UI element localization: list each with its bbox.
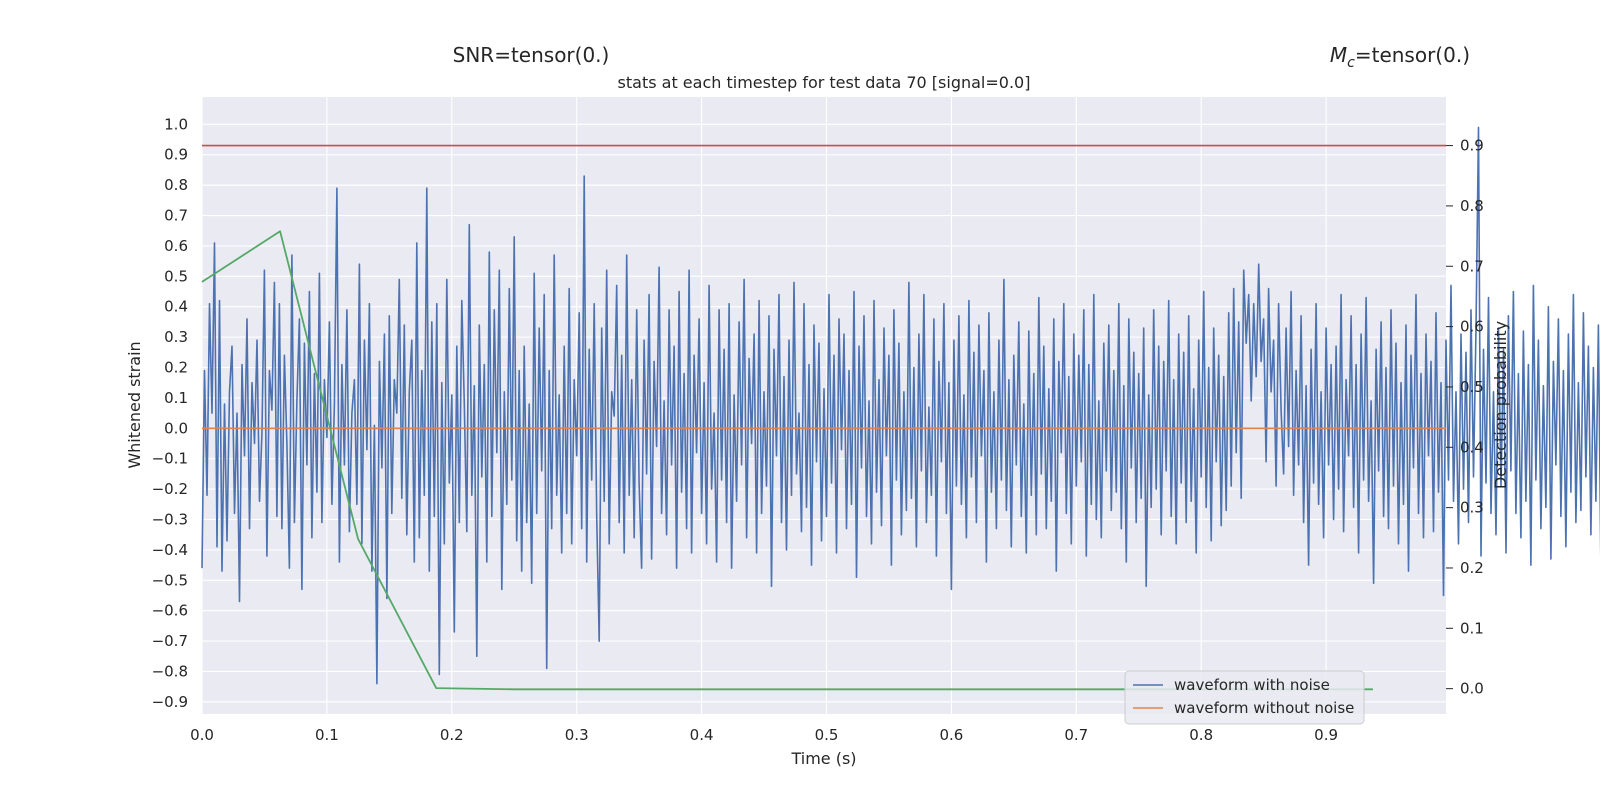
y-right-tick-label: 0.3 bbox=[1460, 499, 1484, 517]
legend-label-waveform-with-noise: waveform with noise bbox=[1174, 676, 1330, 694]
y-left-tick-label: 0.0 bbox=[164, 419, 188, 437]
y-right-tick-label: 0.7 bbox=[1460, 257, 1484, 275]
y-left-tick-label: −0.2 bbox=[152, 480, 188, 498]
legend-box bbox=[1124, 670, 1365, 725]
y-right-tick-label: 0.1 bbox=[1460, 619, 1484, 637]
y-right-tick-label: 0.2 bbox=[1460, 559, 1484, 577]
chirp-mass-value: =tensor(0.) bbox=[1355, 43, 1470, 67]
y-right-tick-label: 0.6 bbox=[1460, 318, 1484, 336]
y-left-tick-label: −0.9 bbox=[152, 693, 188, 711]
y-left-tick-label: −0.1 bbox=[152, 450, 188, 468]
y-left-tick-label: −0.5 bbox=[152, 571, 188, 589]
y-axis-right-label: Detection probability bbox=[1491, 321, 1510, 489]
y-left-tick-label: 1.0 bbox=[164, 115, 188, 133]
y-left-tick-label: 0.3 bbox=[164, 328, 188, 346]
y-left-tick-label: 0.5 bbox=[164, 267, 188, 285]
x-tick-label: 0.1 bbox=[315, 726, 339, 744]
chart-title: stats at each timestep for test data 70 … bbox=[618, 73, 1031, 92]
y-right-tick-label: 0.5 bbox=[1460, 378, 1484, 396]
snr-title: SNR=tensor(0.) bbox=[453, 43, 610, 67]
x-tick-label: 0.5 bbox=[815, 726, 839, 744]
y-left-tick-label: −0.4 bbox=[152, 541, 188, 559]
y-left-tick-label: 0.7 bbox=[164, 207, 188, 225]
chirp-mass-subscript: c bbox=[1347, 55, 1355, 71]
y-left-tick-label: 0.4 bbox=[164, 298, 188, 316]
y-right-tick-label: 0.0 bbox=[1460, 680, 1484, 698]
y-right-tick-label: 0.4 bbox=[1460, 438, 1484, 456]
x-tick-label: 0.6 bbox=[939, 726, 963, 744]
y-left-tick-label: −0.6 bbox=[152, 602, 188, 620]
legend-label-waveform-without-noise: waveform without noise bbox=[1174, 699, 1354, 717]
x-tick-label: 0.2 bbox=[440, 726, 464, 744]
grid-lines bbox=[201, 97, 1446, 714]
y-axis-left-label: Whitened strain bbox=[125, 341, 144, 468]
x-axis-label: Time (s) bbox=[790, 749, 856, 768]
x-tick-label: 0.9 bbox=[1314, 726, 1338, 744]
x-tick-label: 0.3 bbox=[565, 726, 589, 744]
y-right-tick-label: 0.8 bbox=[1460, 197, 1484, 215]
y-left-tick-label: 0.2 bbox=[164, 359, 188, 377]
x-axis: 0.0 0.1 0.2 0.3 0.4 0.5 0.6 0.7 0.8 0.9 bbox=[190, 726, 1338, 744]
series-waveform-with-noise bbox=[201, 126, 1600, 685]
y-right-tick-label: 0.9 bbox=[1460, 137, 1484, 155]
y-left-tick-label: 0.1 bbox=[164, 389, 188, 407]
y-left-tick-label: 0.9 bbox=[164, 146, 188, 164]
y-left-tick-label: −0.8 bbox=[152, 662, 188, 680]
x-tick-label: 0.4 bbox=[690, 726, 714, 744]
y-left-tick-label: −0.3 bbox=[152, 510, 188, 528]
y-left-tick-label: 0.6 bbox=[164, 237, 188, 255]
x-tick-label: 0.0 bbox=[190, 726, 214, 744]
legend: waveform with noise waveform without noi… bbox=[1124, 670, 1365, 725]
chirp-mass-title: Mc=tensor(0.) bbox=[1330, 43, 1470, 71]
y-axis-left: 1.0 0.9 0.8 0.7 0.6 0.5 0.4 0.3 0.2 0.1 0.0 −0.1 −0.… bbox=[152, 115, 188, 710]
x-tick-label: 0.8 bbox=[1189, 726, 1213, 744]
x-tick-label: 0.7 bbox=[1064, 726, 1088, 744]
chirp-mass-symbol: M bbox=[1330, 43, 1347, 67]
y-left-tick-label: 0.8 bbox=[164, 176, 188, 194]
y-axis-right: 0.9 0.8 0.7 0.6 0.5 0.4 0.3 0.2 0.1 0.0 bbox=[1446, 137, 1484, 698]
y-left-tick-label: −0.7 bbox=[152, 632, 188, 650]
